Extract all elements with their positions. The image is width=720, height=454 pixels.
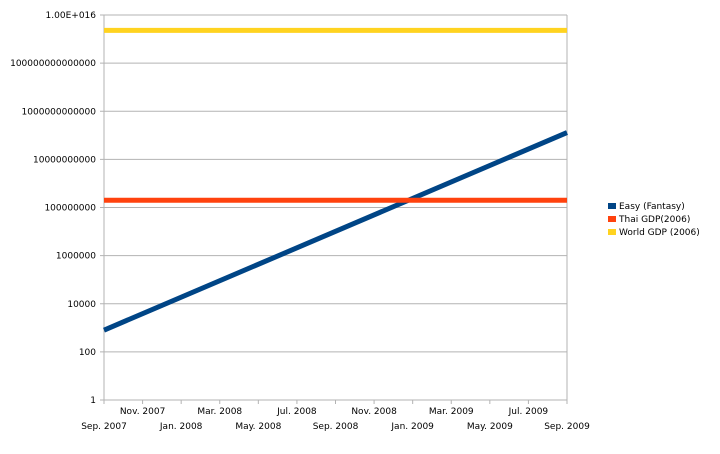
y-tick-label: 100 [79,348,96,358]
x-tick-label: Sep. 2009 [544,422,590,432]
legend-label: Thai GDP(2006) [618,215,690,225]
x-tick-label: Jul. 2009 [508,407,549,417]
legend: Easy (Fantasy) Thai GDP(2006) World GDP (2… [608,202,700,238]
legend-swatch [608,229,616,235]
x-tick-label: Mar. 2008 [197,407,242,417]
y-tick-label: 10000000000 [33,155,96,165]
x-axis-ticks: Sep. 2007 Nov. 2007 Jan. 2008 Mar. 2008 May.… [81,407,590,432]
y-tick-label: 1.00E+016 [46,11,97,21]
legend-label: World GDP (2006) [619,228,700,238]
y-tick-label: 100000000000000 [10,59,96,69]
x-tick-label: Nov. 2007 [120,407,166,417]
x-tick-label: Jan. 2008 [159,422,203,432]
series-layer [103,27,568,333]
y-tick-label: 10000 [67,300,96,310]
legend-swatch [608,216,616,222]
y-axis-ticks: 1 100 10000 1000000 100000000 10000000000 1000… [10,11,96,406]
x-tick-label: Nov. 2008 [351,407,397,417]
x-tick-label: Sep. 2008 [313,422,359,432]
series-line [103,130,568,333]
y-tick-label: 1000000000000 [22,107,97,117]
y-tick-label: 100000000 [44,204,96,214]
y-tick-label: 1000000 [56,252,96,262]
x-tick-label: Jul. 2008 [276,407,317,417]
axis-layer [100,14,568,404]
y-tick-label: 1 [90,396,96,406]
x-tick-label: May. 2009 [467,422,513,432]
x-tick-label: May. 2008 [235,422,281,432]
grid-layer [104,14,567,401]
x-tick-label: Jan. 2009 [390,422,434,432]
legend-swatch [608,203,616,209]
legend-label: Easy (Fantasy) [619,202,685,212]
x-tick-label: Mar. 2009 [429,407,474,417]
x-tick-label: Sep. 2007 [81,422,127,432]
